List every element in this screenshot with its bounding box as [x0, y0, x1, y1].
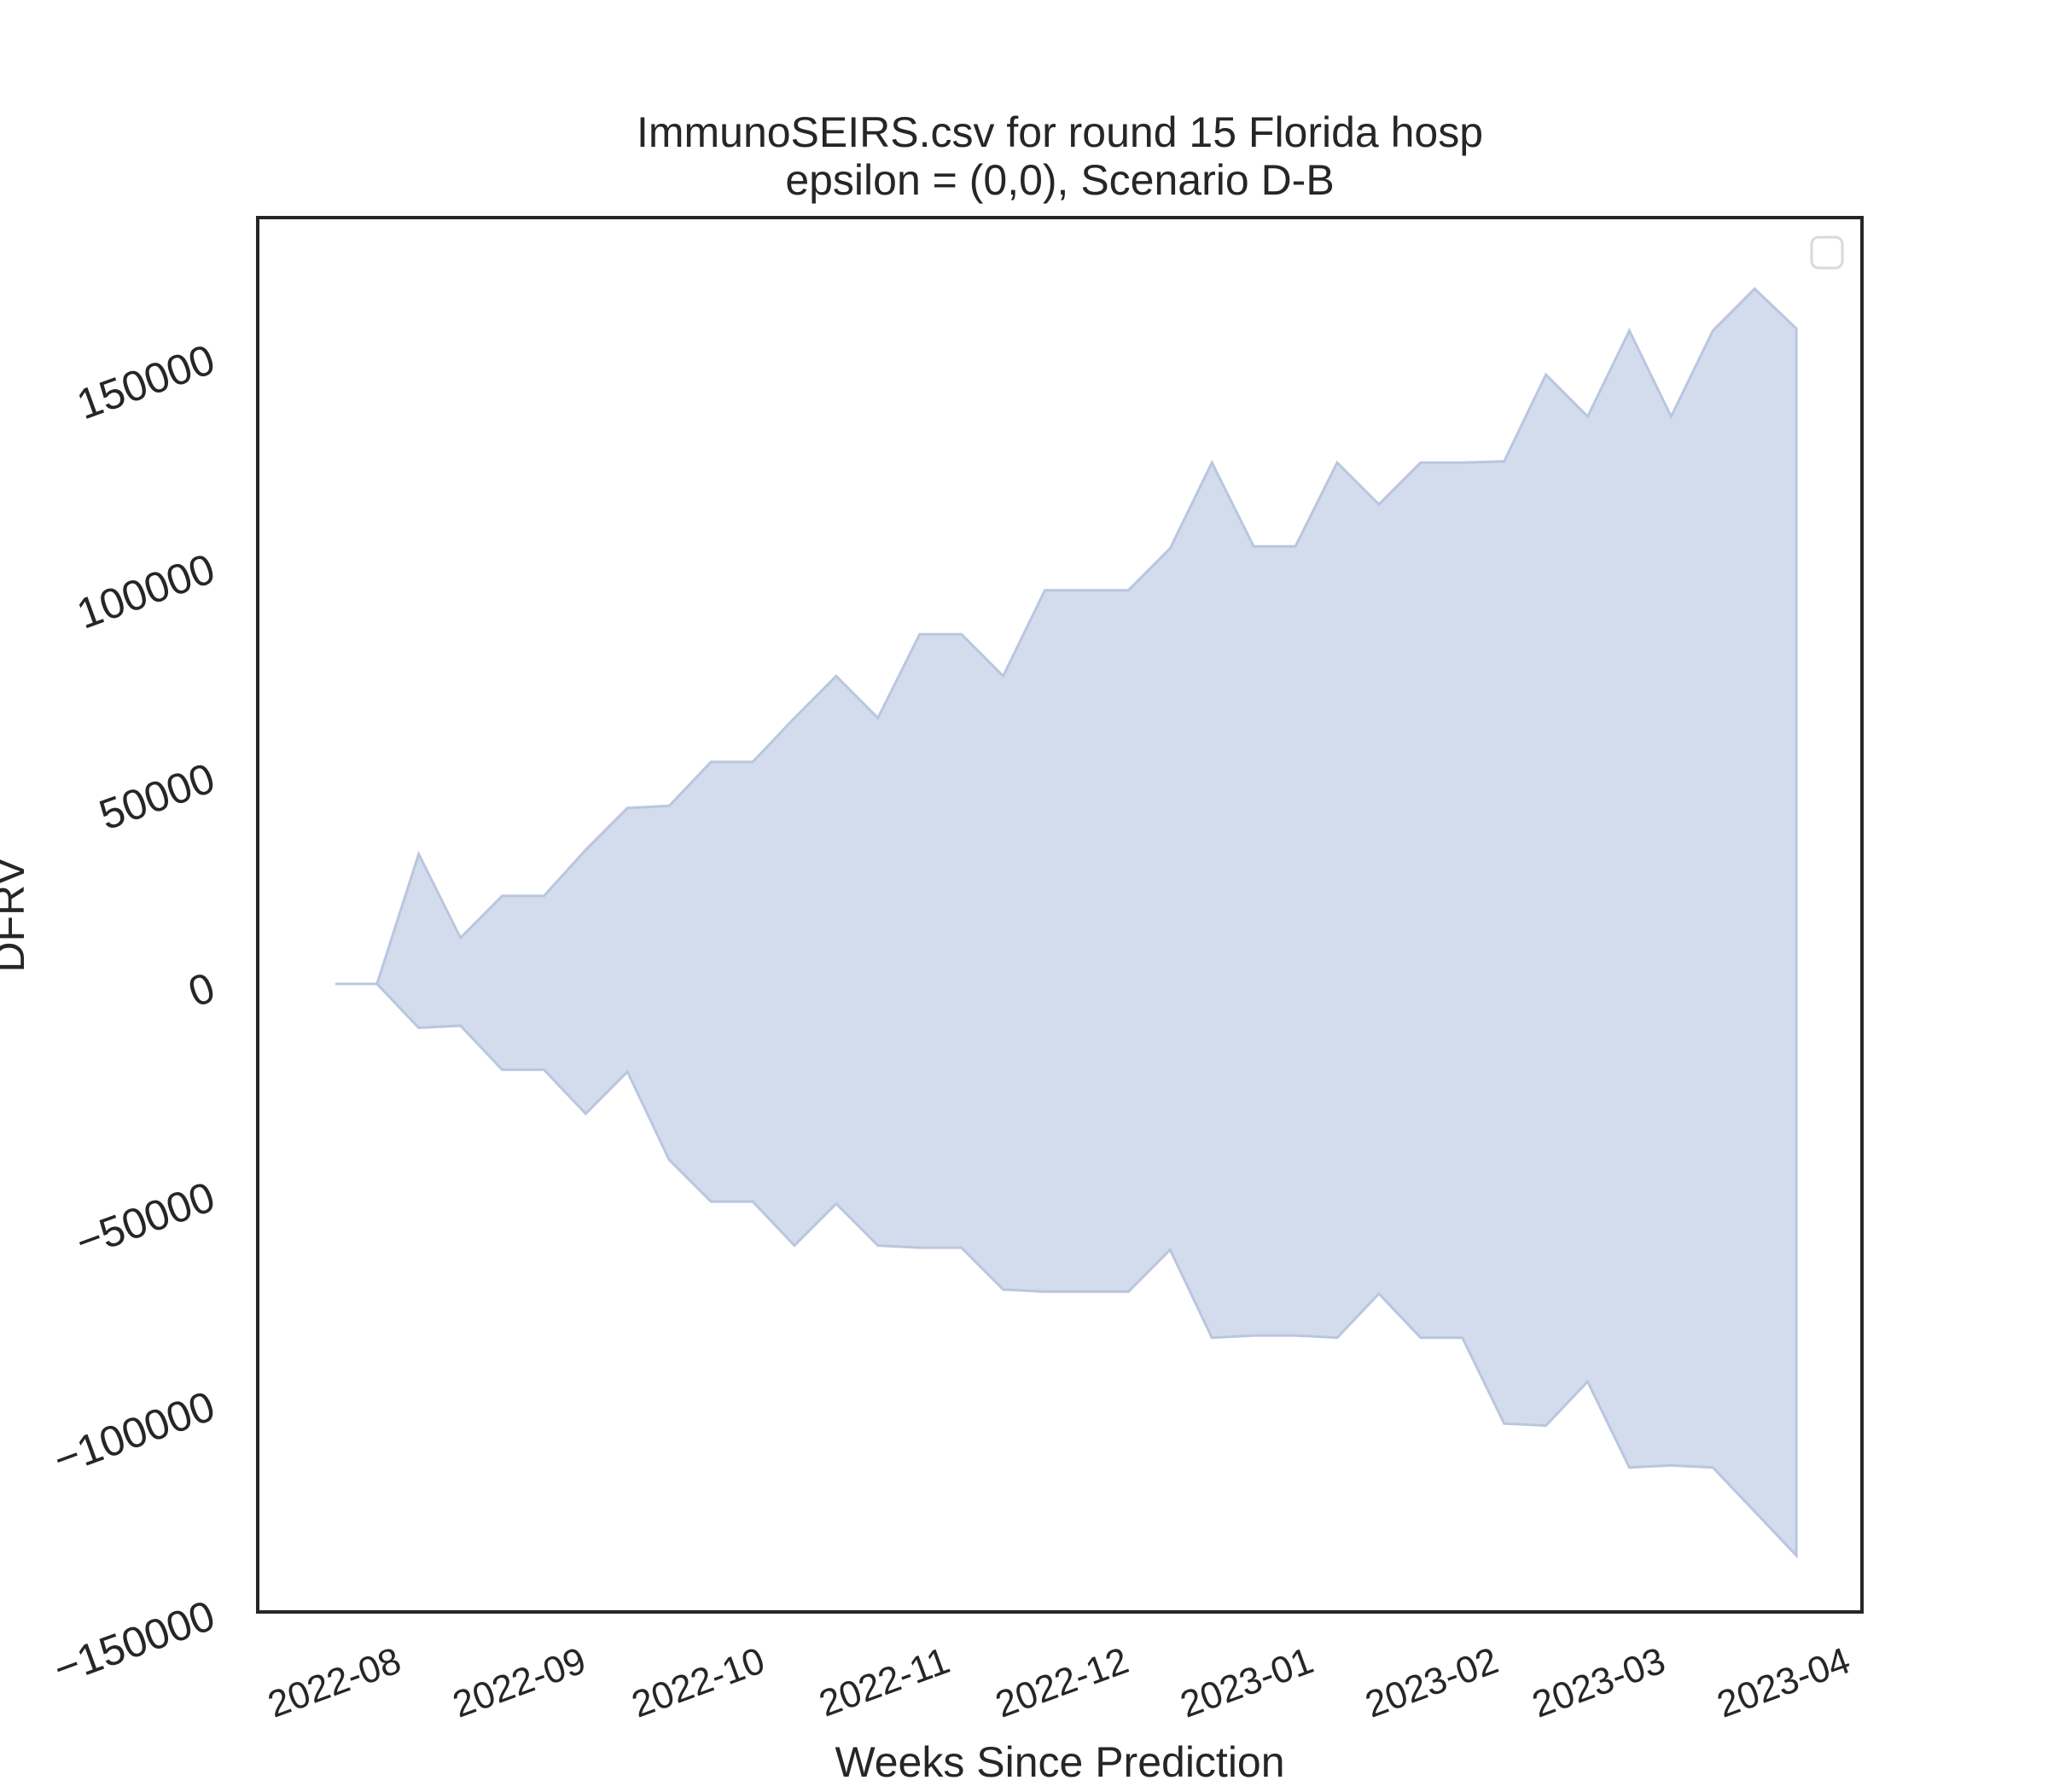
legend-box: [1810, 236, 1844, 270]
x-tick-label: 2022-10: [626, 1639, 771, 1725]
y-tick-label: 150000: [71, 335, 221, 429]
axes-frame: [256, 216, 1864, 1614]
y-tick-label: 100000: [71, 544, 221, 638]
x-tick-label: 2022-12: [990, 1639, 1134, 1725]
x-tick-label: 2023-01: [1175, 1639, 1319, 1725]
chart-subtitle: epsilon = (0,0), Scenario D-B: [785, 156, 1334, 204]
x-axis-label: Weeks Since Prediction: [835, 1738, 1284, 1786]
x-tick-label: 2023-02: [1360, 1639, 1504, 1725]
y-axis-label: DFRV: [0, 857, 33, 973]
x-tick-label: 2022-08: [263, 1639, 407, 1725]
plot-area: [335, 287, 1798, 1559]
x-tick-label: 2023-03: [1527, 1639, 1671, 1725]
y-tick-label: 50000: [93, 753, 221, 839]
y-tick-labels: −150000 −100000 −50000 0 50000 100000 150000: [47, 335, 220, 1694]
x-tick-label: 2022-09: [447, 1639, 591, 1725]
y-tick-label: −50000: [70, 1172, 221, 1266]
chart-title: ImmunoSEIRS.csv for round 15 Florida hos…: [637, 108, 1483, 156]
y-tick-label: −100000: [47, 1382, 220, 1484]
y-tick-label: −150000: [47, 1591, 220, 1694]
x-tick-label: 2023-04: [1712, 1639, 1856, 1725]
y-tick-label: 0: [182, 963, 220, 1016]
x-tick-labels: 2022-08 2022-09 2022-10 2022-11 2022-12 2023-…: [263, 1639, 1856, 1725]
x-tick-label: 2022-11: [814, 1639, 955, 1725]
confidence-band-0: [335, 287, 1798, 1559]
